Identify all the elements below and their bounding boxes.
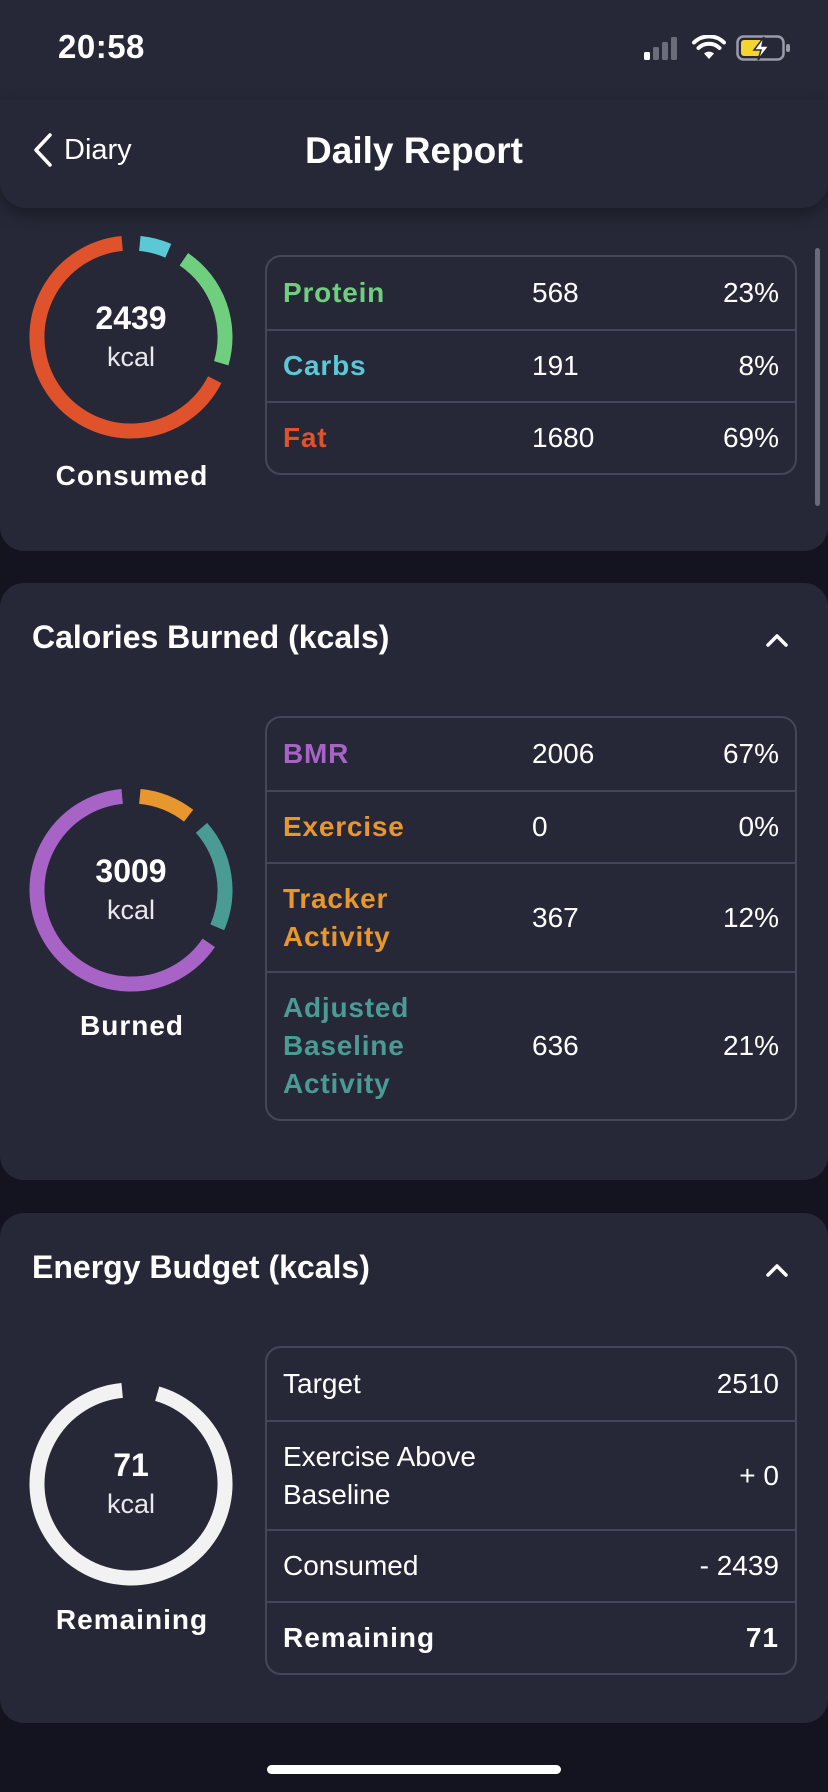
burned-donut-svg xyxy=(29,788,233,992)
battery-charging-icon xyxy=(736,35,790,61)
burned-segment-0 xyxy=(29,788,215,992)
page-title: Daily Report xyxy=(305,130,523,171)
macro-name: Carbs xyxy=(283,350,367,381)
budget-table: Target 2510 Exercise Above Baseline + 0 … xyxy=(265,1346,797,1675)
burn-category-percent: 67% xyxy=(722,738,779,769)
consumed-card: 2439 kcal Consumed Protein 568 23% Carbs… xyxy=(0,170,828,551)
burn-category-kcal: 367 xyxy=(532,901,579,933)
table-row: Target 2510 xyxy=(267,1348,795,1420)
burned-caption: Burned xyxy=(80,1010,184,1041)
back-button[interactable]: Diary xyxy=(32,132,132,168)
burn-category-percent: 0% xyxy=(738,811,779,842)
consumed-donut-svg xyxy=(29,235,233,439)
home-indicator[interactable] xyxy=(267,1765,561,1774)
table-row: Tracker Activity 367 12% xyxy=(267,862,795,971)
chevron-up-icon[interactable] xyxy=(762,1255,792,1285)
macro-kcal: 568 xyxy=(532,277,579,308)
energy-budget-card: Energy Budget (kcals) 71 kcal Remaining … xyxy=(0,1213,828,1723)
calories-burned-card: Calories Burned (kcals) 3009 kcal Burned… xyxy=(0,583,828,1180)
burn-category-name: Tracker Activity xyxy=(283,882,391,952)
back-label: Diary xyxy=(64,133,132,166)
macro-percent: 8% xyxy=(738,350,779,381)
burned-segment-2 xyxy=(138,788,194,822)
burned-table: BMR 2006 67% Exercise 0 0% Tracker Activ… xyxy=(265,716,797,1121)
energy-budget-header: Energy Budget (kcals) xyxy=(32,1249,370,1285)
burn-category-percent: 12% xyxy=(722,901,779,933)
consumed-donut-chart: 2439 kcal xyxy=(23,229,239,445)
wifi-icon xyxy=(692,35,726,59)
burn-category-kcal: 0 xyxy=(532,811,548,842)
remaining-total: 71 xyxy=(113,1447,149,1483)
burned-total: 3009 xyxy=(95,853,167,889)
burn-category-kcal: 636 xyxy=(532,1030,579,1061)
burn-category-percent: 21% xyxy=(722,1030,779,1061)
status-icons xyxy=(642,34,792,62)
budget-item-value: + 0 xyxy=(739,1459,779,1491)
table-row: Adjusted Baseline Activity 636 21% xyxy=(267,971,795,1119)
macro-name: Protein xyxy=(283,277,386,308)
status-bar: 20:58 xyxy=(0,0,828,100)
remaining-caption: Remaining xyxy=(55,1604,209,1635)
budget-item-value: 71 xyxy=(745,1622,779,1653)
navigation-bar: Diary Daily Report xyxy=(0,100,828,208)
calories-burned-header: Calories Burned (kcals) xyxy=(32,619,390,655)
status-time: 20:58 xyxy=(58,28,145,65)
table-row: Exercise Above Baseline + 0 xyxy=(267,1420,795,1529)
table-row: Fat 1680 69% xyxy=(267,401,795,473)
budget-item-name: Remaining xyxy=(283,1622,436,1653)
burned-donut-chart: 3009 kcal xyxy=(23,782,239,998)
burn-category-name: Adjusted Baseline Activity xyxy=(283,992,410,1099)
chevron-left-icon xyxy=(34,133,52,167)
budget-item-value: - 2439 xyxy=(699,1550,779,1581)
table-row: Exercise 0 0% xyxy=(267,790,795,862)
table-row: Remaining 71 xyxy=(267,1601,795,1673)
consumed-total: 2439 xyxy=(95,300,167,336)
consumed-table: Protein 568 23% Carbs 191 8% Fat 1680 69… xyxy=(265,255,797,475)
consumed-segment-2 xyxy=(138,235,172,258)
macro-name: Fat xyxy=(283,422,328,453)
burned-unit: kcal xyxy=(106,895,155,925)
table-row: Consumed - 2439 xyxy=(267,1529,795,1601)
burned-segment-1 xyxy=(195,822,233,931)
table-row: Protein 568 23% xyxy=(267,257,795,329)
signal-icon xyxy=(644,37,677,60)
budget-donut-svg xyxy=(29,1382,233,1586)
budget-donut-chart: 71 kcal xyxy=(23,1376,239,1592)
scrollbar[interactable] xyxy=(815,248,820,506)
budget-segment-0 xyxy=(29,1382,233,1586)
budget-item-name: Target xyxy=(283,1368,361,1399)
consumed-unit: kcal xyxy=(106,342,155,372)
table-row: BMR 2006 67% xyxy=(267,718,795,790)
burn-category-name: Exercise xyxy=(283,811,405,842)
budget-item-name: Consumed xyxy=(283,1550,419,1581)
consumed-caption: Consumed xyxy=(55,460,209,491)
macro-kcal: 191 xyxy=(532,350,579,381)
consumed-segment-0 xyxy=(29,235,222,439)
burn-category-kcal: 2006 xyxy=(532,738,595,769)
burn-category-name: BMR xyxy=(283,738,350,769)
macro-percent: 23% xyxy=(722,277,779,308)
chevron-up-icon[interactable] xyxy=(762,625,792,655)
budget-item-name: Exercise Above Baseline xyxy=(283,1440,476,1510)
remaining-unit: kcal xyxy=(106,1489,155,1519)
budget-item-value: 2510 xyxy=(716,1368,779,1399)
macro-kcal: 1680 xyxy=(532,422,595,453)
table-row: Carbs 191 8% xyxy=(267,329,795,401)
macro-percent: 69% xyxy=(722,422,779,453)
consumed-segment-1 xyxy=(179,253,233,366)
